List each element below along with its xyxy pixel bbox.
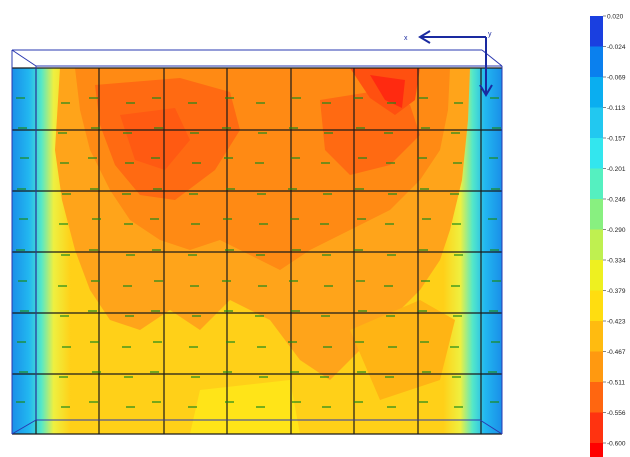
contour-field xyxy=(12,68,502,434)
legend-tick-label: -0.467 xyxy=(607,349,626,356)
axis-x-label: x xyxy=(404,35,408,42)
contour-plot-viewport[interactable]: x y xyxy=(0,0,580,457)
legend-swatch xyxy=(590,229,603,260)
legend-swatch xyxy=(590,16,603,47)
contour-band-red-core-left xyxy=(120,108,190,170)
axis-marker: x y xyxy=(404,30,493,97)
legend-swatch xyxy=(590,168,603,199)
legend-tick-label: -0.290 xyxy=(607,227,626,234)
legend-tick-label: -0.113 xyxy=(607,105,625,112)
legend-tick-label: -0.157 xyxy=(607,136,626,143)
legend-tick-label: -0.334 xyxy=(607,258,626,265)
contour-band-orange-bottom-right xyxy=(350,300,455,400)
color-legend: 0.020 -0.024 -0.069 -0.113 -0.157 -0.201 -0.24… xyxy=(590,14,626,457)
legend-swatch xyxy=(590,443,603,457)
legend-swatch xyxy=(590,77,603,108)
legend-tick-label: -0.246 xyxy=(607,197,626,204)
legend-swatch xyxy=(590,260,603,291)
legend-tick-label: -0.556 xyxy=(607,410,626,417)
legend-tick-label: -0.511 xyxy=(607,380,625,387)
legend-swatch xyxy=(590,321,603,352)
legend-tick-label: -0.024 xyxy=(607,44,626,51)
legend-swatch xyxy=(590,107,603,138)
legend-tick-label: 0.020 xyxy=(607,14,624,21)
legend-swatches xyxy=(590,16,603,457)
legend-swatch xyxy=(590,138,603,169)
legend-labels: 0.020 -0.024 -0.069 -0.113 -0.157 -0.201 -0.24… xyxy=(603,14,626,448)
axis-y-label: y xyxy=(488,31,492,38)
contour-band-red-core xyxy=(370,75,405,108)
legend-swatch xyxy=(590,46,603,77)
legend-tick-label: -0.201 xyxy=(607,166,626,173)
legend-tick-label: -0.423 xyxy=(607,319,626,326)
plate-frame xyxy=(11,49,503,435)
axis-x-arrowhead xyxy=(418,30,431,44)
legend-swatch xyxy=(590,412,603,443)
legend-tick-label: -0.069 xyxy=(607,75,626,82)
legend-tick-label: -0.379 xyxy=(607,288,626,295)
axis-y-arrowhead xyxy=(479,84,493,97)
legend-swatch xyxy=(590,199,603,230)
legend-tick-label: -0.600 xyxy=(607,441,626,448)
node-markers xyxy=(16,97,501,408)
legend-swatch xyxy=(590,351,603,382)
legend-swatch xyxy=(590,382,603,413)
legend-swatch xyxy=(590,290,603,321)
